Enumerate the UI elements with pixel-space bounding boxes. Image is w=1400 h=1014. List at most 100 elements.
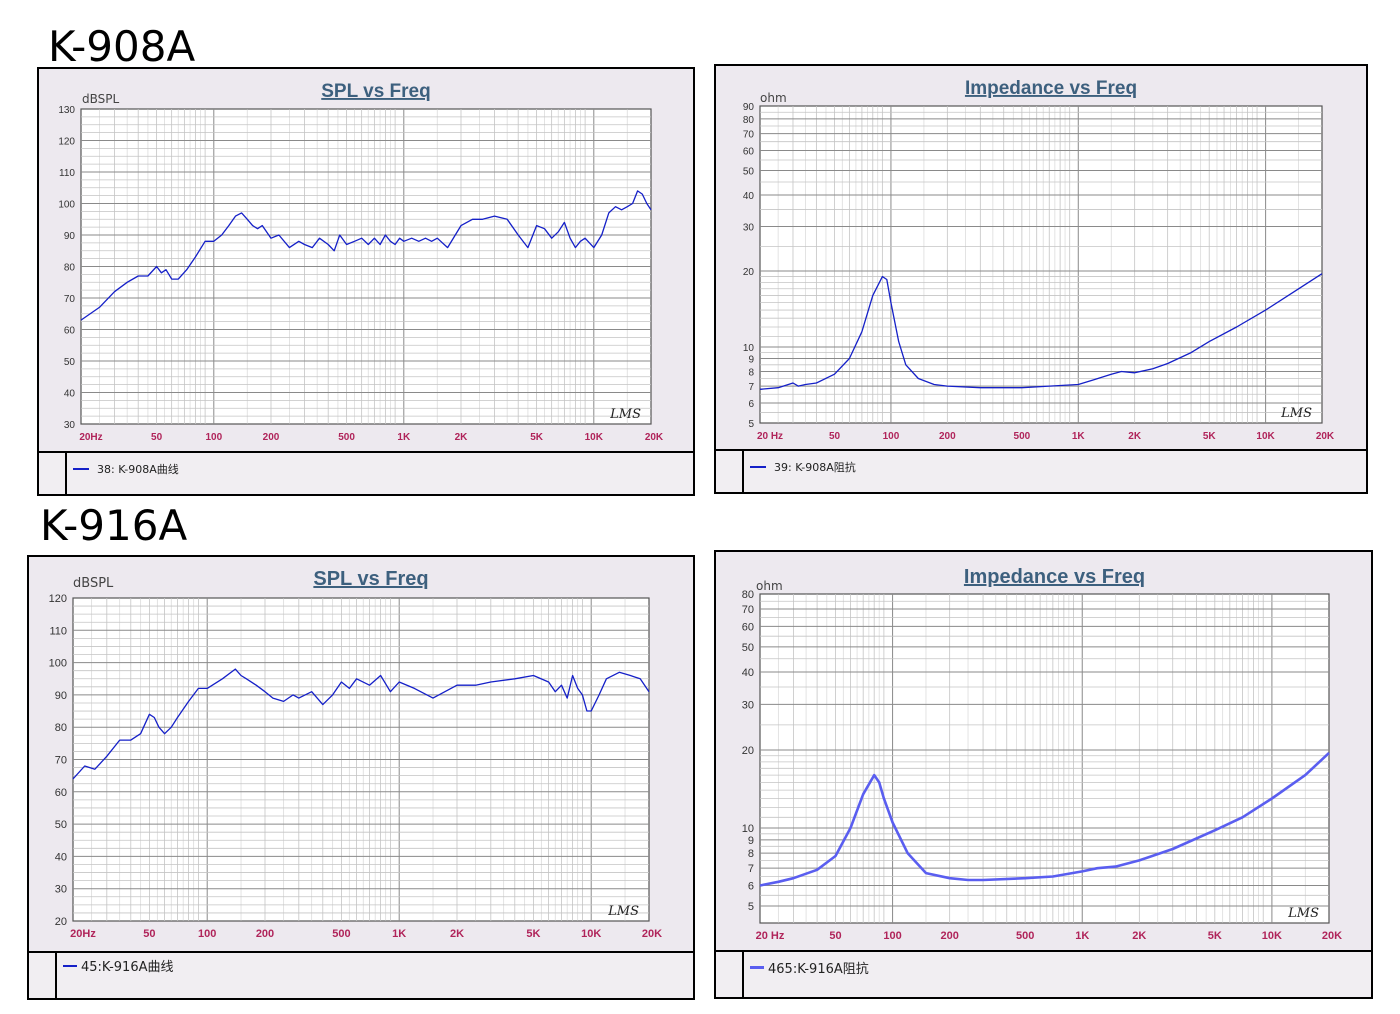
legend-bar: 38: K-908A曲线 [39, 451, 693, 494]
y-tick-label: 40 [55, 851, 67, 863]
y-tick-label: 110 [49, 625, 67, 637]
x-tick-label: 50 [143, 928, 155, 940]
lms-watermark: LMS [607, 904, 639, 919]
y-tick-label: 40 [742, 667, 754, 679]
x-tick-label: 10K [585, 432, 604, 443]
y-tick-label: 80 [743, 115, 755, 126]
y-tick-label: 60 [55, 787, 67, 799]
y-axis-unit: ohm [756, 579, 783, 593]
legend-separator [742, 451, 744, 492]
y-tick-label: 70 [64, 294, 76, 305]
x-tick-label: 2K [450, 928, 464, 940]
x-tick-label: 5K [526, 928, 540, 940]
spl-chart-svg: SPL vs Freq dBSPL 30 40 50 60 70 80 90 100 110 120 1… [58, 81, 664, 443]
y-tick-label: 60 [742, 621, 754, 633]
legend-bar: 39: K-908A阻抗 [716, 449, 1366, 492]
series-line [80, 190, 652, 321]
y-axis-unit: ohm [760, 91, 787, 105]
y-tick-label: 20 [742, 745, 754, 757]
y-tick-label: 100 [49, 658, 67, 670]
y-tick-label: 60 [743, 146, 755, 157]
x-tick-label: 500 [338, 432, 355, 443]
y-tick-label: 60 [64, 326, 76, 337]
x-tick-label: 20K [642, 928, 662, 940]
y-tick-label: 100 [58, 200, 75, 211]
model-title: K-916A [40, 501, 188, 550]
lms-watermark: LMS [1280, 406, 1312, 421]
legend-swatch [750, 466, 766, 468]
spl-chart-svg: SPL vs Freq dBSPL 20 30 40 50 60 70 80 90 100 110 12… [49, 568, 663, 940]
impedance-chart-panel: Impedance vs Freq ohm 5 6 7 8 9 10 20 30 40 50 60 70 8… [714, 64, 1368, 494]
y-tick-label: 70 [55, 755, 67, 767]
legend-entry: 465:K-916A阻抗 [750, 958, 869, 977]
legend-swatch [63, 964, 77, 967]
x-tick-label: 5K [530, 432, 544, 443]
y-tick-label: 7 [748, 382, 754, 393]
plot-area [759, 593, 1330, 924]
model-title: K-908A [48, 22, 196, 71]
x-tick-label: 1K [1072, 431, 1086, 442]
x-tick-label: 200 [263, 432, 280, 443]
legend-bar: 465:K-916A阻抗 [716, 950, 1371, 997]
y-tick-label: 50 [55, 819, 67, 831]
legend-label: 39: K-908A阻抗 [774, 461, 856, 474]
y-tick-label: 30 [55, 884, 67, 896]
x-tick-label: 500 [1014, 431, 1031, 442]
y-tick-label: 70 [743, 130, 755, 141]
legend-separator [742, 952, 744, 997]
y-tick-label: 9 [748, 835, 754, 847]
x-tick-label: 1K [397, 432, 411, 443]
legend-entry: 38: K-908A曲线 [73, 461, 179, 477]
x-tick-label: 20 Hz [756, 930, 785, 942]
x-tick-label: 2K [1128, 431, 1142, 442]
y-tick-label: 90 [55, 690, 67, 702]
legend-bar: 45:K-916A曲线 [29, 951, 693, 998]
y-tick-label: 50 [743, 166, 755, 177]
y-tick-label: 50 [64, 357, 76, 368]
y-tick-label: 120 [58, 137, 75, 148]
y-tick-label: 20 [743, 267, 755, 278]
y-tick-label: 90 [743, 102, 755, 113]
y-tick-label: 8 [748, 848, 754, 860]
x-tick-label: 50 [151, 432, 163, 443]
x-tick-label: 500 [332, 928, 350, 940]
x-tick-label: 1K [392, 928, 406, 940]
y-tick-label: 40 [64, 389, 76, 400]
gridlines [81, 109, 651, 424]
y-tick-label: 20 [55, 916, 67, 928]
x-tick-label: 10K [1262, 930, 1282, 942]
x-tick-label: 20Hz [79, 432, 102, 443]
x-tick-label: 500 [1016, 930, 1034, 942]
plot-area [759, 105, 1323, 424]
impedance-chart-panel: Impedance vs Freq ohm 5 6 7 8 9 10 20 30 40 50 60 70 8… [714, 550, 1373, 999]
x-tick-label: 5K [1208, 930, 1222, 942]
series-line [759, 751, 1330, 887]
x-tick-label: 200 [939, 431, 956, 442]
y-tick-label: 5 [748, 901, 754, 913]
series-line [759, 273, 1323, 390]
y-tick-label: 80 [64, 263, 76, 274]
y-tick-label: 30 [742, 699, 754, 711]
y-tick-label: 90 [64, 231, 76, 242]
legend-separator [65, 453, 67, 494]
y-tick-label: 6 [748, 881, 754, 893]
y-tick-label: 30 [743, 222, 755, 233]
y-tick-label: 120 [49, 593, 67, 605]
legend-label: 38: K-908A曲线 [97, 463, 179, 476]
y-tick-label: 40 [743, 191, 755, 202]
y-tick-label: 130 [58, 105, 75, 116]
y-tick-label: 80 [55, 722, 67, 734]
y-tick-label: 70 [742, 604, 754, 616]
spl-chart-panel: SPL vs Freq dBSPL 20 30 40 50 60 70 80 90 100 110 12… [27, 555, 695, 1000]
legend-swatch [73, 468, 89, 470]
x-tick-label: 2K [455, 432, 469, 443]
x-tick-label: 2K [1132, 930, 1146, 942]
chart-title: Impedance vs Freq [965, 78, 1137, 99]
y-tick-label: 10 [743, 343, 755, 354]
legend-label: 465:K-916A阻抗 [768, 962, 869, 977]
x-tick-label: 50 [829, 431, 841, 442]
y-tick-label: 80 [742, 589, 754, 601]
x-tick-label: 20 Hz [757, 431, 783, 442]
